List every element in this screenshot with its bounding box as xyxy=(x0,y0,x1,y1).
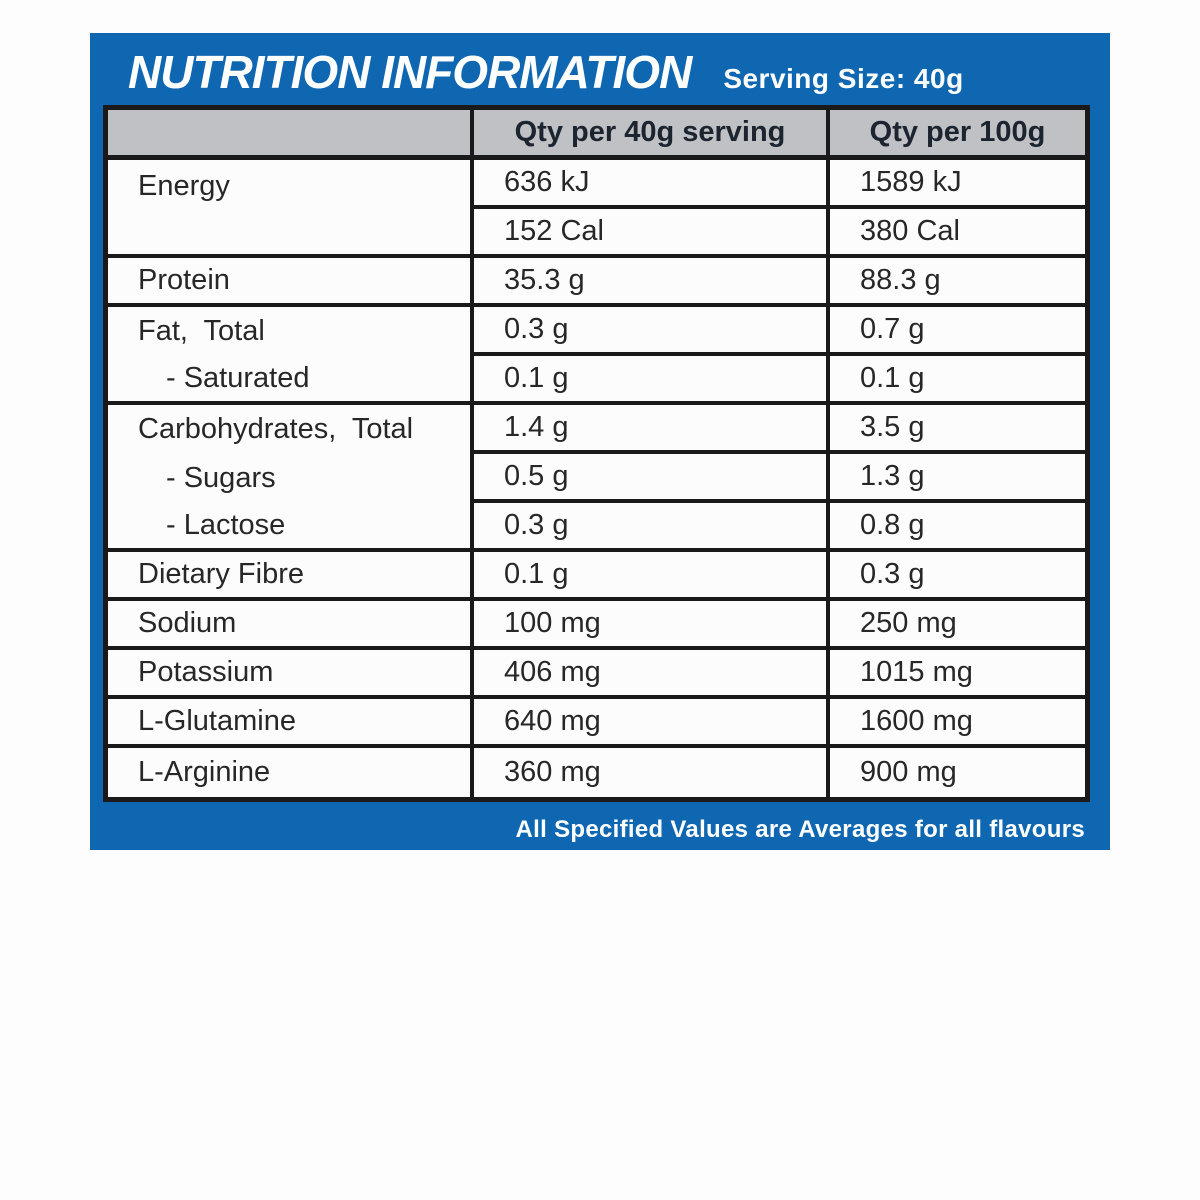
value-per-100g: 0.3 g xyxy=(830,552,1085,601)
table-row-energy-cal: 152 Cal 380 Cal xyxy=(108,209,1085,258)
table-row-fat-total: Fat, Total 0.3 g 0.7 g xyxy=(108,307,1085,356)
table-row-dietary-fibre: Dietary Fibre 0.1 g 0.3 g xyxy=(108,552,1085,601)
row-label-fat-total: Fat, Total xyxy=(108,307,474,356)
value-per-100g: 3.5 g xyxy=(830,405,1085,454)
value-per-serving: 35.3 g xyxy=(474,258,830,307)
value-per-serving: 0.3 g xyxy=(474,307,830,356)
row-label-l-arginine: L-Arginine xyxy=(108,748,474,797)
header-per-100g-column: Qty per 100g xyxy=(830,110,1085,160)
panel-title: NUTRITION INFORMATION xyxy=(128,46,692,98)
value-per-100g: 1015 mg xyxy=(830,650,1085,699)
value-per-serving: 0.1 g xyxy=(474,552,830,601)
row-label-energy: Energy xyxy=(108,160,474,258)
value-per-100g: 250 mg xyxy=(830,601,1085,650)
nutrition-table: Qty per 40g serving Qty per 100g Energy … xyxy=(103,105,1090,802)
table-row-sugars: - Sugars 0.5 g 1.3 g xyxy=(108,454,1085,503)
table-row-saturated: - Saturated 0.1 g 0.1 g xyxy=(108,356,1085,405)
row-label-dietary-fibre: Dietary Fibre xyxy=(108,552,474,601)
value-per-100g: 1600 mg xyxy=(830,699,1085,748)
row-label-sodium: Sodium xyxy=(108,601,474,650)
row-label-saturated: - Saturated xyxy=(108,356,474,405)
table-row-l-arginine: L-Arginine 360 mg 900 mg xyxy=(108,748,1085,797)
value-per-100g: 88.3 g xyxy=(830,258,1085,307)
value-per-100g: 0.8 g xyxy=(830,503,1085,552)
row-label-carbohydrates: Carbohydrates, Total xyxy=(108,405,474,454)
value-per-serving: 0.1 g xyxy=(474,356,830,405)
table-row-carbohydrates-total: Carbohydrates, Total 1.4 g 3.5 g xyxy=(108,405,1085,454)
value-per-serving: 1.4 g xyxy=(474,405,830,454)
table-header-row: Qty per 40g serving Qty per 100g xyxy=(108,110,1085,160)
footer-note: All Specified Values are Averages for al… xyxy=(515,816,1085,843)
nutrition-panel: NUTRITION INFORMATION Serving Size: 40g … xyxy=(90,33,1110,850)
value-per-serving: 152 Cal xyxy=(474,209,830,258)
value-per-serving: 640 mg xyxy=(474,699,830,748)
value-per-100g: 0.7 g xyxy=(830,307,1085,356)
value-per-serving: 360 mg xyxy=(474,748,830,797)
value-per-serving: 406 mg xyxy=(474,650,830,699)
value-per-100g: 1589 kJ xyxy=(830,160,1085,209)
table-row-protein: Protein 35.3 g 88.3 g xyxy=(108,258,1085,307)
header-nutrient-column xyxy=(108,110,474,160)
table-row-sodium: Sodium 100 mg 250 mg xyxy=(108,601,1085,650)
value-per-serving: 0.3 g xyxy=(474,503,830,552)
panel-header: NUTRITION INFORMATION Serving Size: 40g xyxy=(128,45,1090,99)
value-per-100g: 1.3 g xyxy=(830,454,1085,503)
row-label-lactose: - Lactose xyxy=(108,503,474,552)
value-per-100g: 0.1 g xyxy=(830,356,1085,405)
value-per-100g: 380 Cal xyxy=(830,209,1085,258)
table-row-l-glutamine: L-Glutamine 640 mg 1600 mg xyxy=(108,699,1085,748)
value-per-serving: 100 mg xyxy=(474,601,830,650)
value-per-serving: 636 kJ xyxy=(474,160,830,209)
serving-size-label: Serving Size: 40g xyxy=(723,63,964,94)
value-per-serving: 0.5 g xyxy=(474,454,830,503)
row-label-protein: Protein xyxy=(108,258,474,307)
table-row-potassium: Potassium 406 mg 1015 mg xyxy=(108,650,1085,699)
row-label-sugars: - Sugars xyxy=(108,454,474,503)
table-row-lactose: - Lactose 0.3 g 0.8 g xyxy=(108,503,1085,552)
row-label-l-glutamine: L-Glutamine xyxy=(108,699,474,748)
table-row-energy-kj: Energy 636 kJ 1589 kJ xyxy=(108,160,1085,258)
value-per-100g: 900 mg xyxy=(860,756,957,788)
header-per-serving-column: Qty per 40g serving xyxy=(474,110,830,160)
row-label-potassium: Potassium xyxy=(108,650,474,699)
